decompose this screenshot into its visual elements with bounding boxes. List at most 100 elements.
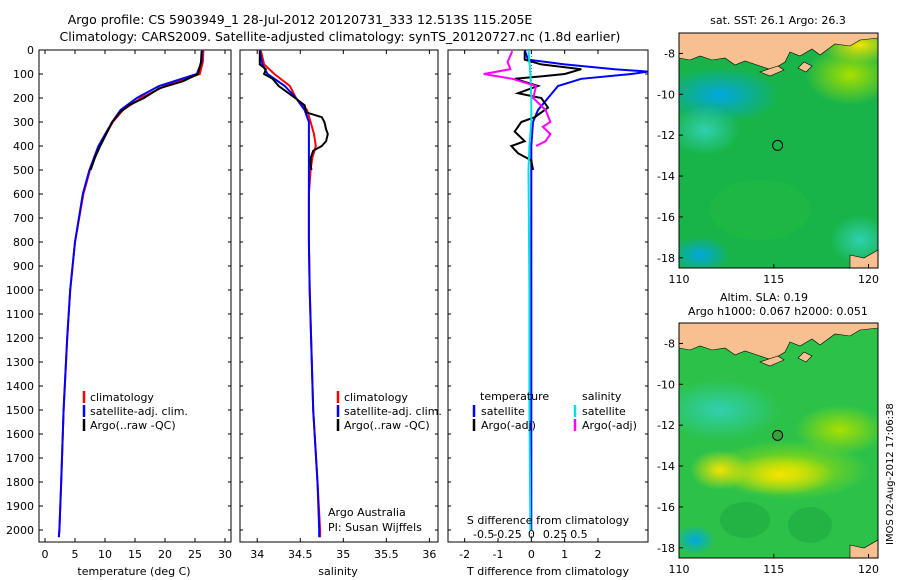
t-tick-label: -1 [493,548,504,561]
temperature-panel-frame [38,49,232,543]
depth-tick-label: 500 [13,164,34,177]
depth-tick-label: 1800 [6,476,34,489]
salinity-xlabel: salinity [318,565,358,578]
depth-tick-label: 1400 [6,380,34,393]
x-tick-label: 20 [158,548,172,561]
depth-tick-label: 1600 [6,428,34,441]
x-tick-label: 10 [98,548,112,561]
x-tick-label: 34.5 [288,548,313,561]
x-tick-label: 25 [188,548,202,561]
difference-series-tsatellite [523,50,648,530]
x-tick-label: 0 [42,548,49,561]
sla-high-patch [725,455,835,495]
salinity-lines [258,50,329,538]
temperature-x-axis: 0 5 10 15 20 25 30 [39,49,232,561]
x-tick-label: 35 [336,548,350,561]
sst-land-island [797,61,813,73]
temperature-series-argorawqc [89,51,203,171]
depth-tick-label: 1100 [6,308,34,321]
sla-map-frame [678,322,879,559]
x-tick-label: 34 [250,548,264,561]
temperature-legend: climatology satellite-adj. clim. Argo(..… [82,391,188,432]
map-x-tick-label: 115 [763,563,784,576]
legend-label-satellite: satellite-adj. clim. [90,405,188,418]
argo-position-marker [772,139,784,151]
depth-tick-label: 1500 [6,404,34,417]
t-difference-label: T difference from climatology [466,565,629,578]
depth-tick-label: 1200 [6,332,34,345]
depth-tick-label: 1900 [6,500,34,513]
difference-series-targoadj [509,51,582,171]
sla-map-axes: 110 115 120 -8 -10 -12 -14 -16 -18 [657,337,879,576]
x-tick-label: 30 [218,548,232,561]
argo-australia-annotation: Argo Australia [328,506,406,519]
depth-tick-label: 1000 [6,284,34,297]
argo-position-marker [772,429,784,441]
x-tick-label: 15 [128,548,142,561]
sst-land-australia [849,249,878,268]
s-tick-label: -0.5 [473,528,494,541]
depth-tick-label: 0 [27,44,34,57]
depth-tick-label: 900 [13,260,34,273]
x-tick-label: 5 [72,548,79,561]
sst-map-frame [678,32,879,269]
temperature-lines [57,50,205,538]
map-x-tick-label: 110 [669,563,690,576]
map-x-tick-label: 120 [858,273,879,286]
sst-map-title: sat. SST: 26.1 Argo: 26.3 [710,14,846,27]
sla-map-title-line2: Argo h1000: 0.067 h2000: 0.051 [688,305,868,318]
sla-land-java [679,323,878,361]
salinity-series-argorawqc [258,51,329,171]
difference-panel-frame [447,49,649,543]
temperature-series-satelliteadjclim [57,50,204,538]
s-tick-label: 0.25 [543,528,568,541]
map-y-tick-label: -18 [657,542,675,555]
map-y-tick-label: -18 [657,252,675,265]
x-tick-label: 36 [422,548,436,561]
legend-label-climatology: climatology [90,391,154,404]
depth-tick-label: 1700 [6,452,34,465]
depth-tick-label: 400 [13,140,34,153]
map-y-tick-label: -16 [657,501,675,514]
salinity-legend: climatology satellite-adj. clim. Argo(..… [336,391,442,432]
sla-land-island [759,355,785,367]
sla-land-island [797,351,813,363]
sst-map-axes: 110 115 120 -8 -10 -12 -14 -16 -18 [657,47,879,286]
sla-high-patch [795,405,878,455]
pi-annotation: PI: Susan Wijffels [328,521,422,534]
salinity-x-axis: 34 34.5 35 35.5 36 [240,49,438,561]
depth-axis: 0 100 200 300 400 500 600 700 800 900 1000 1100 1200… [6,44,43,537]
sla-patch [788,507,832,543]
temperature-xlabel: temperature (deg C) [77,565,190,578]
t-tick-label: 0 [528,548,535,561]
map-y-tick-label: -10 [657,378,675,391]
map-x-tick-label: 110 [669,273,690,286]
s-difference-label: S difference from climatology [467,514,630,527]
legend-title-salinity: salinity [582,390,622,403]
sst-map-field [679,33,878,268]
legend-label-s-satellite: satellite [582,405,626,418]
s-tick-label: 0.5 [570,528,588,541]
figure-title-line2: Climatology: CARS2009. Satellite-adjuste… [60,29,621,44]
depth-tick-label: 200 [13,92,34,105]
map-y-tick-label: -16 [657,211,675,224]
map-y-tick-label: -8 [664,337,675,350]
difference-lines [483,50,648,542]
sst-land-island [759,65,785,77]
difference-legend: temperature salinity satellite Argo(-adj… [472,390,637,432]
salinity-panel-frame [239,49,439,543]
sst-cool-patch [830,215,878,265]
sla-low-patch [679,525,715,555]
sst-patch [710,180,810,240]
map-y-tick-label: -12 [657,129,675,142]
sst-cool-patch [679,237,730,268]
sla-high-patch [690,450,750,490]
imos-timestamp: IMOS 02-Aug-2012 17:06:38 [885,403,896,545]
depth-tick-label: 600 [13,188,34,201]
sla-low-patch [679,380,780,440]
legend-label-argo: Argo(..raw -QC) [344,419,430,432]
t-tick-label: 1 [561,548,568,561]
depth-tick-label: 300 [13,116,34,129]
map-x-tick-label: 115 [763,273,784,286]
